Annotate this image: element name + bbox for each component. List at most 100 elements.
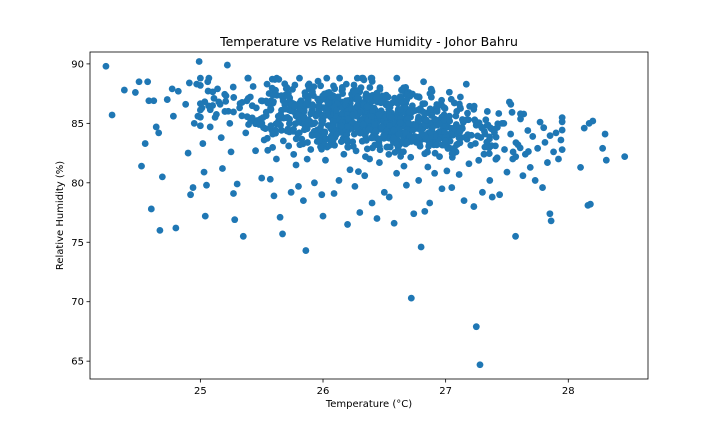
data-point — [302, 247, 310, 254]
data-point — [602, 156, 610, 164]
data-point — [217, 134, 225, 142]
data-point — [356, 209, 364, 216]
data-point — [349, 111, 356, 119]
scatter-points — [102, 58, 629, 369]
data-point — [374, 141, 382, 149]
data-point — [519, 172, 527, 180]
data-point — [431, 169, 439, 177]
data-point — [546, 210, 554, 218]
data-point — [403, 138, 411, 146]
data-point — [185, 79, 193, 87]
data-point — [230, 94, 238, 101]
data-point — [303, 155, 311, 163]
data-point — [488, 142, 495, 150]
data-point — [421, 207, 429, 215]
data-point — [586, 200, 594, 208]
data-point — [536, 118, 544, 126]
data-point — [420, 108, 427, 116]
data-point — [558, 126, 566, 134]
data-point — [433, 108, 441, 115]
data-point — [366, 84, 374, 91]
data-point — [350, 81, 358, 89]
data-point — [291, 120, 299, 128]
data-point — [450, 144, 458, 152]
data-point — [361, 172, 369, 180]
data-point — [144, 78, 152, 86]
data-point — [458, 134, 465, 142]
data-point — [540, 124, 548, 132]
data-point — [318, 191, 326, 199]
data-point — [141, 140, 149, 147]
data-point — [344, 143, 352, 151]
data-point — [135, 78, 143, 86]
data-point — [248, 102, 256, 110]
data-point — [323, 74, 331, 82]
data-point — [317, 82, 325, 90]
data-point — [385, 150, 393, 158]
data-point — [455, 171, 463, 178]
data-point — [385, 193, 393, 201]
data-point — [286, 94, 294, 102]
data-point — [512, 232, 519, 240]
data-point — [215, 98, 223, 106]
data-point — [276, 213, 284, 221]
data-point — [287, 188, 295, 196]
data-point — [131, 89, 139, 96]
data-point — [319, 212, 327, 220]
data-point — [396, 93, 404, 101]
data-point — [393, 74, 401, 82]
data-point — [424, 163, 432, 171]
data-point — [388, 114, 396, 121]
data-point — [378, 123, 386, 131]
data-point — [279, 230, 286, 238]
data-point — [324, 99, 332, 107]
data-point — [479, 188, 486, 196]
data-point — [498, 119, 506, 127]
data-point — [307, 146, 315, 153]
data-point — [163, 96, 171, 103]
data-point — [231, 216, 239, 224]
data-point — [585, 119, 593, 127]
data-point — [221, 108, 229, 115]
data-point — [328, 135, 335, 143]
data-point — [445, 88, 453, 96]
data-point — [226, 119, 234, 127]
data-point — [359, 120, 367, 128]
data-point — [304, 116, 312, 124]
data-point — [363, 145, 371, 153]
data-point — [550, 148, 557, 156]
data-point — [409, 133, 417, 141]
data-point — [190, 119, 198, 127]
data-point — [380, 188, 388, 196]
data-point — [406, 108, 414, 116]
x-tick-label: 25 — [194, 386, 207, 397]
data-point — [335, 177, 343, 184]
data-point — [196, 74, 204, 82]
data-point — [102, 62, 110, 70]
data-point — [380, 132, 388, 140]
data-point — [244, 94, 252, 102]
data-point — [456, 93, 464, 101]
data-point — [557, 136, 565, 144]
data-point — [292, 161, 300, 169]
data-point — [427, 85, 435, 93]
data-point — [368, 112, 375, 120]
data-point — [404, 114, 412, 122]
data-point — [440, 116, 448, 124]
data-point — [279, 137, 287, 145]
data-point — [311, 119, 319, 127]
data-point — [344, 221, 351, 228]
data-point — [200, 168, 208, 176]
data-point — [363, 93, 371, 101]
data-point — [315, 136, 323, 144]
data-point — [428, 124, 436, 132]
data-point — [472, 323, 480, 331]
data-point — [343, 136, 351, 144]
data-point — [304, 139, 311, 146]
plot-frame — [89, 51, 649, 380]
data-point — [411, 107, 419, 114]
data-point — [169, 112, 177, 120]
data-point — [470, 203, 478, 210]
data-point — [456, 128, 464, 135]
data-point — [295, 182, 302, 190]
